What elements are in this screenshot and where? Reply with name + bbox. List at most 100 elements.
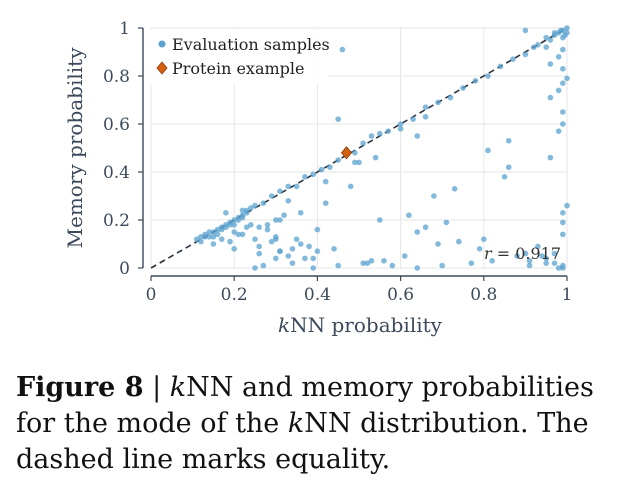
legend-label-protein: Protein example — [172, 59, 304, 78]
caption-italic-k: k — [169, 372, 187, 403]
data-point — [555, 128, 562, 134]
data-point — [472, 78, 479, 84]
data-point — [302, 255, 308, 262]
data-point — [335, 157, 342, 163]
data-point — [389, 262, 396, 269]
data-point — [560, 66, 566, 72]
data-point — [210, 234, 217, 240]
data-point — [526, 262, 533, 269]
data-point — [206, 229, 213, 235]
data-point — [239, 214, 246, 221]
data-point — [214, 231, 221, 238]
data-point — [368, 133, 375, 139]
y-axis-label: Memory probability — [63, 47, 87, 249]
data-point — [564, 75, 570, 82]
data-point — [414, 265, 421, 271]
data-point — [439, 262, 446, 269]
data-point — [218, 236, 225, 242]
data-point — [551, 250, 558, 257]
data-point — [327, 164, 333, 170]
data-point — [547, 154, 554, 161]
data-point — [231, 222, 237, 228]
data-point — [522, 51, 529, 58]
data-point — [285, 183, 292, 190]
data-point — [560, 265, 566, 271]
data-point — [543, 34, 549, 41]
data-point — [422, 114, 429, 120]
data-point — [555, 87, 562, 94]
data-point — [543, 255, 549, 262]
data-point — [243, 207, 250, 214]
protein-example-point — [340, 146, 353, 160]
correlation-annotation-rest: = 0.917 — [492, 244, 561, 263]
data-point — [526, 258, 533, 264]
data-point — [530, 44, 537, 50]
scatter-plot: 00 0.2 0.2 0.4 0.4 0.6 0.6 0.8 0.8 1 1 Memory prob… — [63, 19, 572, 337]
data-point — [381, 258, 387, 264]
data-point — [385, 128, 391, 134]
data-point — [231, 217, 237, 223]
data-point — [543, 44, 549, 50]
data-point — [447, 94, 454, 101]
correlation-annotation-italic: r — [484, 244, 493, 263]
data-point — [377, 217, 383, 223]
data-point — [560, 34, 566, 41]
data-point — [214, 226, 221, 233]
data-point — [252, 236, 258, 242]
data-point — [435, 241, 441, 247]
data-point — [210, 229, 217, 235]
x-tick-label: 0.6 — [387, 285, 414, 305]
figure-caption: Figure 8 | kNN and memory probabilities … — [16, 370, 626, 478]
data-point — [273, 255, 279, 262]
data-point — [198, 234, 204, 240]
data-point — [551, 260, 558, 267]
data-point — [235, 217, 242, 223]
y-tick-label: 0.2 — [103, 211, 130, 231]
data-point — [397, 121, 404, 127]
data-point — [289, 260, 296, 267]
legend: Evaluation samples Protein example — [150, 30, 330, 84]
data-point — [352, 150, 358, 156]
data-point — [476, 246, 483, 252]
data-point — [451, 186, 458, 192]
data-point — [560, 231, 566, 238]
data-point — [410, 116, 416, 122]
data-point — [227, 238, 233, 245]
data-point — [468, 260, 475, 267]
data-point — [302, 174, 308, 180]
correlation-annotation: r = 0.917 — [484, 244, 561, 263]
data-point — [360, 140, 366, 146]
legend-marker-protein — [156, 61, 168, 75]
data-point — [557, 27, 564, 34]
x-axis-label: kNN probability — [278, 313, 443, 337]
data-point — [352, 159, 358, 166]
data-point — [514, 253, 520, 259]
data-point — [318, 166, 325, 173]
data-point — [193, 236, 200, 242]
data-point — [547, 37, 554, 43]
data-point — [223, 224, 229, 230]
data-point — [310, 171, 317, 178]
data-point — [547, 94, 554, 101]
data-point — [273, 236, 279, 242]
data-point — [456, 238, 462, 245]
data-point — [522, 27, 529, 34]
data-point — [256, 243, 262, 250]
data-point — [368, 258, 375, 264]
y-tick-label: 0.8 — [103, 67, 130, 87]
data-point — [248, 205, 254, 211]
data-point — [505, 164, 512, 170]
data-point — [281, 212, 287, 218]
data-point — [227, 222, 233, 228]
data-point — [539, 253, 545, 259]
data-point — [543, 260, 549, 267]
data-point — [422, 104, 429, 110]
data-point — [268, 193, 275, 199]
data-point — [522, 250, 529, 257]
data-point — [264, 226, 271, 233]
data-point — [314, 226, 321, 233]
data-point — [347, 183, 354, 190]
y-tick-label: 1 — [119, 19, 130, 39]
data-point — [202, 231, 208, 238]
data-points — [193, 25, 570, 271]
